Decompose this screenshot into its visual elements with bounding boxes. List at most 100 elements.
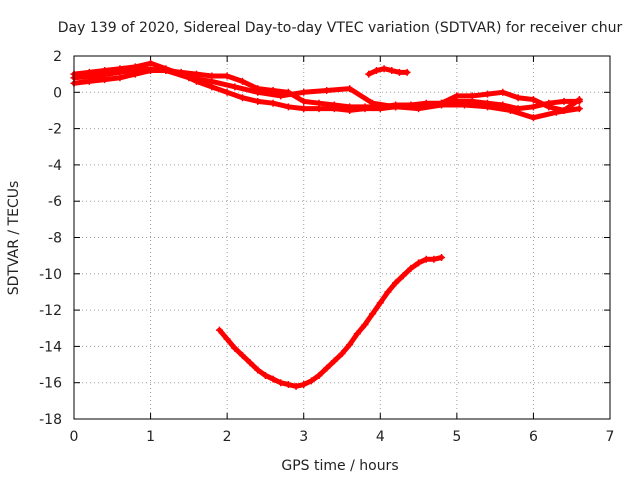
- series-low-dip: [215, 253, 446, 390]
- y-tick-label: -16: [39, 376, 62, 392]
- y-tick-label: -8: [48, 231, 62, 247]
- y-axis-label: SDTVAR / TECUs: [6, 181, 22, 296]
- data-point: [353, 330, 361, 338]
- data-point: [506, 106, 514, 114]
- data-point: [346, 103, 354, 111]
- data-point: [483, 90, 491, 98]
- data-point: [231, 83, 239, 91]
- data-point: [346, 341, 354, 349]
- data-point: [399, 272, 407, 280]
- data-point: [388, 67, 396, 75]
- data-point: [323, 86, 331, 94]
- tick-labels: 0 1 2 3 4 5 6 7 2 0 -2 -4 -6 -8 -10 -12 -14 -16 -18: [39, 49, 614, 445]
- data-point: [545, 103, 553, 111]
- data-point: [369, 99, 377, 107]
- data-point: [384, 288, 392, 296]
- data-point: [395, 68, 403, 76]
- data-point: [392, 103, 400, 111]
- data-point: [461, 101, 469, 109]
- data-point: [403, 68, 411, 76]
- y-tick-label: -6: [48, 194, 62, 210]
- data-point: [380, 65, 388, 73]
- data-point: [315, 99, 323, 107]
- data-point: [376, 299, 384, 307]
- data-point: [292, 382, 300, 390]
- chart-title: Day 139 of 2020, Sidereal Day-to-day VTE…: [58, 20, 623, 36]
- data-point: [438, 101, 446, 109]
- y-tick-label: 0: [53, 85, 62, 101]
- data-point: [529, 114, 537, 122]
- series-band: [216, 254, 445, 389]
- data-point: [261, 371, 269, 379]
- data-point: [215, 326, 223, 334]
- data-point: [269, 375, 277, 383]
- data-point: [300, 97, 308, 105]
- data-point: [346, 85, 354, 93]
- data-point: [560, 97, 568, 105]
- data-point: [238, 94, 246, 102]
- data-point: [430, 255, 438, 263]
- data-point: [361, 103, 369, 111]
- data-point: [269, 99, 277, 107]
- y-tick-label: -18: [39, 412, 62, 428]
- data-point: [453, 92, 461, 100]
- data-point: [365, 70, 373, 78]
- data-point: [277, 379, 285, 387]
- series-band: [366, 66, 410, 77]
- data-point: [422, 255, 430, 263]
- data-point: [372, 67, 380, 75]
- data-point: [438, 253, 446, 261]
- data-point: [238, 77, 246, 85]
- data-point: [514, 94, 522, 102]
- y-tick-label: -10: [39, 267, 62, 283]
- data-point: [323, 364, 331, 372]
- plot-frame: [73, 55, 611, 420]
- data-point: [300, 88, 308, 96]
- data-point: [552, 108, 560, 116]
- y-tick-label: -2: [48, 122, 62, 138]
- data-point: [575, 96, 583, 104]
- grid: [74, 56, 610, 419]
- data-point: [185, 74, 193, 82]
- data-point: [162, 67, 170, 75]
- data-point: [254, 88, 262, 96]
- data-point: [284, 103, 292, 111]
- x-tick-label: 3: [299, 429, 308, 445]
- data-point: [284, 381, 292, 389]
- y-tick-label: -12: [39, 303, 62, 319]
- data-point: [483, 103, 491, 111]
- data-point: [468, 92, 476, 100]
- data-point: [139, 65, 147, 73]
- data-point: [254, 366, 262, 374]
- data-point: [338, 350, 346, 358]
- y-tick-label: -14: [39, 339, 62, 355]
- data-point: [254, 97, 262, 105]
- series-short-arc: [365, 65, 411, 78]
- data-point: [369, 310, 377, 318]
- y-tick-label: -4: [48, 158, 62, 174]
- data-point: [300, 381, 308, 389]
- x-tick-label: 0: [70, 429, 79, 445]
- x-tick-label: 7: [606, 429, 615, 445]
- data-point: [307, 377, 315, 385]
- data-point: [415, 105, 423, 113]
- series-band: [71, 60, 582, 113]
- data-point: [300, 105, 308, 113]
- data-point: [238, 351, 246, 359]
- x-axis-label: GPS time / hours: [281, 458, 398, 474]
- x-tick-label: 2: [223, 429, 232, 445]
- data-point: [529, 96, 537, 104]
- data-point: [246, 359, 254, 367]
- data-point: [415, 259, 423, 267]
- data-point: [277, 92, 285, 100]
- data-point: [223, 335, 231, 343]
- data-point: [392, 279, 400, 287]
- series-upper-track-c: [70, 65, 583, 122]
- y-tick-label: 2: [53, 49, 62, 65]
- x-tick-label: 1: [146, 429, 155, 445]
- data-point: [93, 72, 101, 80]
- data-point: [330, 101, 338, 109]
- data-point: [315, 371, 323, 379]
- data-point: [208, 77, 216, 85]
